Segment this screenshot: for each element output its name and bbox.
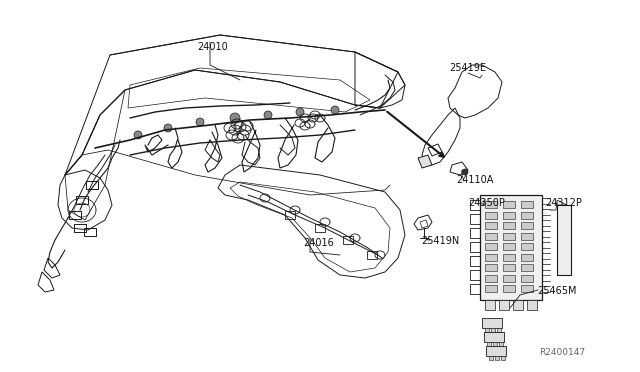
Polygon shape (527, 300, 537, 310)
Text: 25465M: 25465M (537, 286, 577, 296)
Polygon shape (485, 253, 497, 260)
Bar (86, 181, 98, 189)
Polygon shape (557, 205, 571, 275)
Polygon shape (503, 212, 515, 218)
Polygon shape (485, 328, 489, 332)
Polygon shape (503, 222, 515, 229)
Text: 24016: 24016 (303, 238, 333, 248)
Polygon shape (521, 212, 533, 218)
Polygon shape (486, 346, 506, 356)
Polygon shape (499, 342, 503, 346)
Polygon shape (485, 285, 497, 292)
Circle shape (164, 124, 172, 132)
Polygon shape (485, 232, 497, 240)
Polygon shape (521, 264, 533, 271)
Polygon shape (521, 275, 533, 282)
Polygon shape (503, 232, 515, 240)
Polygon shape (418, 155, 432, 168)
Polygon shape (503, 243, 515, 250)
Polygon shape (501, 356, 505, 360)
Polygon shape (480, 195, 542, 300)
Polygon shape (489, 356, 493, 360)
Polygon shape (485, 201, 497, 208)
Polygon shape (503, 253, 515, 260)
Polygon shape (521, 232, 533, 240)
Polygon shape (521, 201, 533, 208)
Polygon shape (521, 222, 533, 229)
Polygon shape (521, 285, 533, 292)
Circle shape (264, 111, 272, 119)
Polygon shape (499, 300, 509, 310)
Polygon shape (503, 201, 515, 208)
Bar (84, 228, 96, 236)
Circle shape (296, 108, 304, 116)
Circle shape (230, 113, 240, 123)
Text: R2400147: R2400147 (539, 348, 585, 357)
Polygon shape (482, 318, 502, 328)
Polygon shape (485, 212, 497, 218)
Polygon shape (521, 243, 533, 250)
Text: 25419N: 25419N (421, 236, 460, 246)
Polygon shape (487, 342, 491, 346)
Polygon shape (495, 356, 499, 360)
Circle shape (196, 118, 204, 126)
Bar (76, 196, 88, 204)
Polygon shape (497, 328, 501, 332)
Polygon shape (557, 200, 567, 205)
Text: 24312P: 24312P (545, 198, 582, 208)
Bar (74, 224, 86, 232)
Polygon shape (485, 222, 497, 229)
Circle shape (331, 106, 339, 114)
Polygon shape (503, 275, 515, 282)
Text: 24110A: 24110A (456, 175, 493, 185)
Polygon shape (491, 328, 495, 332)
Text: 24350P: 24350P (468, 198, 505, 208)
Polygon shape (493, 342, 497, 346)
Text: 25419E: 25419E (449, 63, 486, 73)
Circle shape (462, 169, 468, 175)
Polygon shape (485, 300, 495, 310)
Polygon shape (513, 300, 523, 310)
Text: 24010: 24010 (197, 42, 228, 52)
Polygon shape (484, 332, 504, 342)
Bar (69, 211, 81, 219)
Polygon shape (485, 275, 497, 282)
Polygon shape (503, 285, 515, 292)
Polygon shape (503, 264, 515, 271)
Polygon shape (521, 253, 533, 260)
Polygon shape (485, 264, 497, 271)
Circle shape (134, 131, 142, 139)
Polygon shape (485, 243, 497, 250)
